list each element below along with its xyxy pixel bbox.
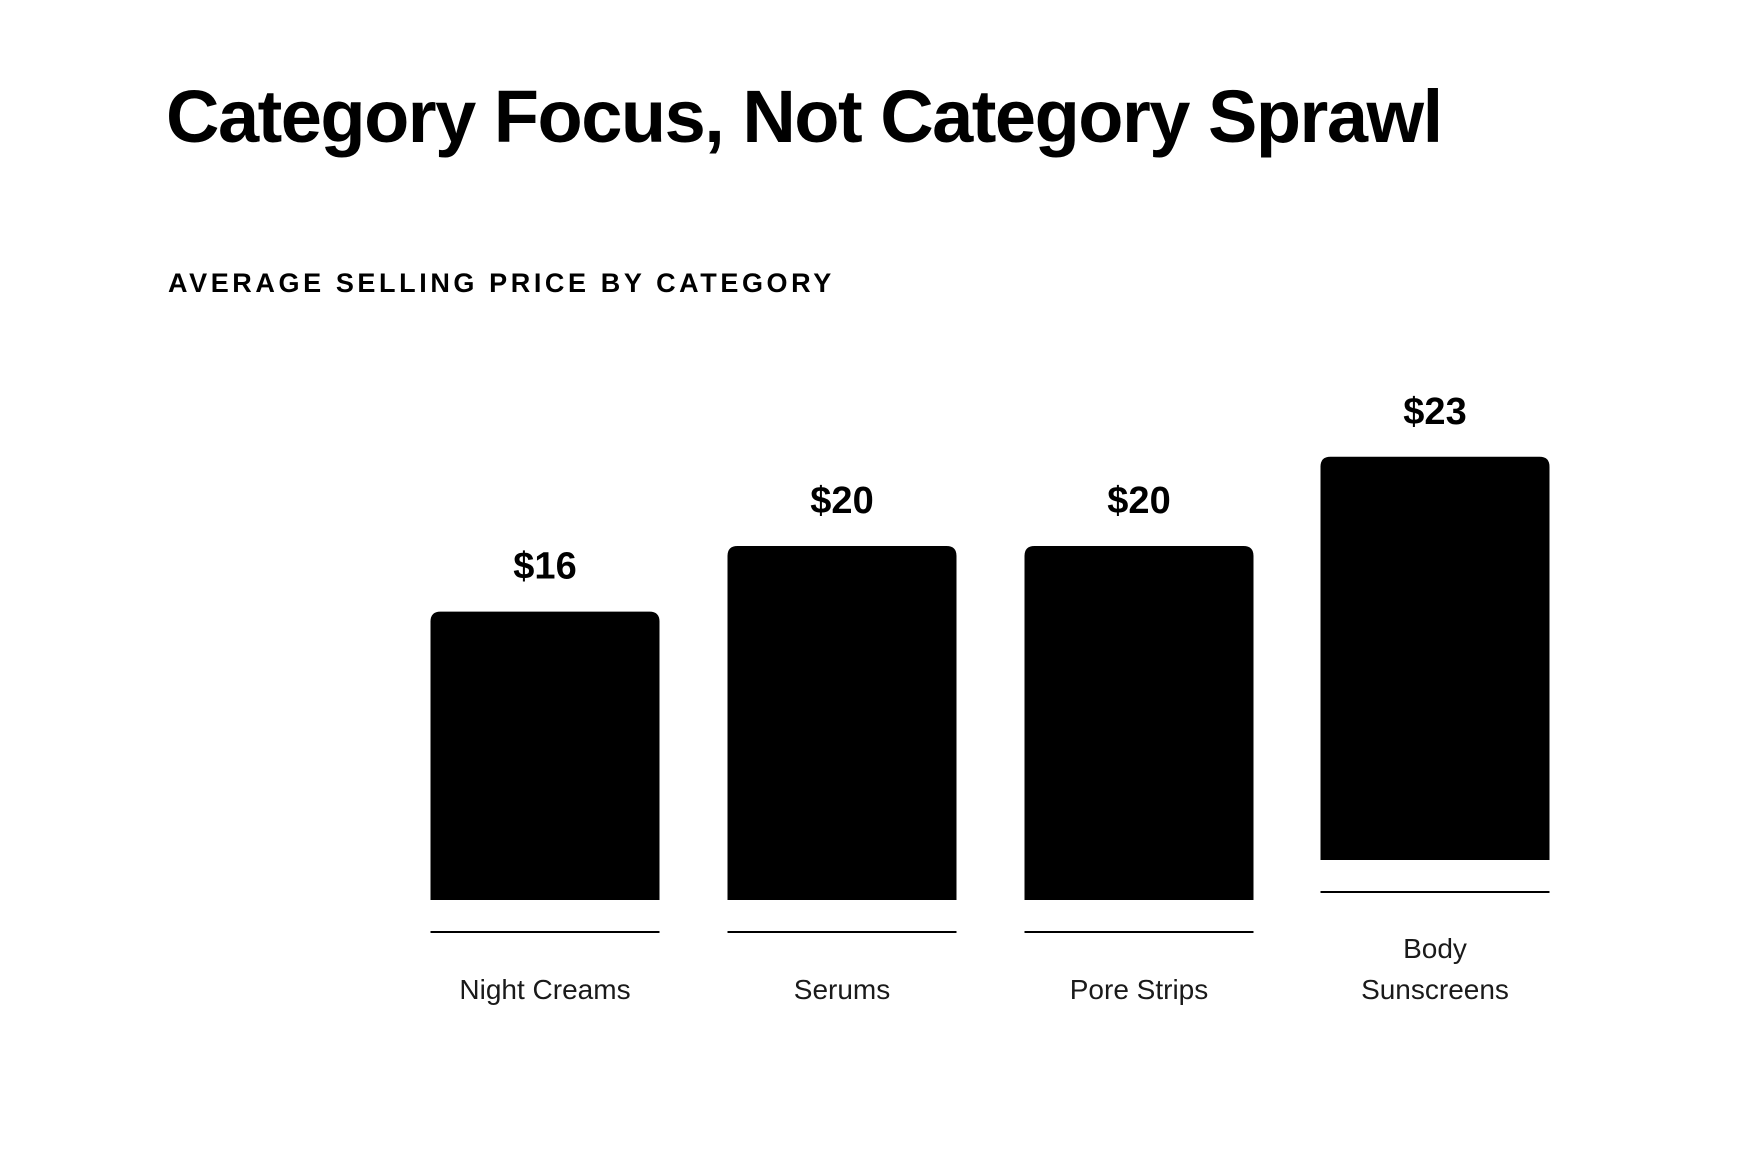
- category-label-1: Night Creams: [459, 974, 630, 1005]
- category-label-4-line-1: Body: [1403, 933, 1467, 964]
- value-label-1: $16: [513, 546, 576, 588]
- value-label-4: $23: [1403, 391, 1466, 433]
- page-title: Category Focus, Not Category Sprawl: [166, 75, 1443, 158]
- bar-2: [727, 546, 957, 900]
- category-label-4-line-2: Sunscreens: [1361, 974, 1509, 1005]
- bar-3: [1024, 546, 1254, 900]
- chart-subtitle: AVERAGE SELLING PRICE BY CATEGORY: [168, 268, 835, 298]
- bar-1: [430, 611, 660, 900]
- category-label-2: Serums: [794, 974, 890, 1005]
- value-label-2: $20: [810, 480, 873, 522]
- bar-4: [1320, 456, 1550, 860]
- value-label-3: $20: [1107, 480, 1170, 522]
- category-label-3: Pore Strips: [1070, 974, 1209, 1005]
